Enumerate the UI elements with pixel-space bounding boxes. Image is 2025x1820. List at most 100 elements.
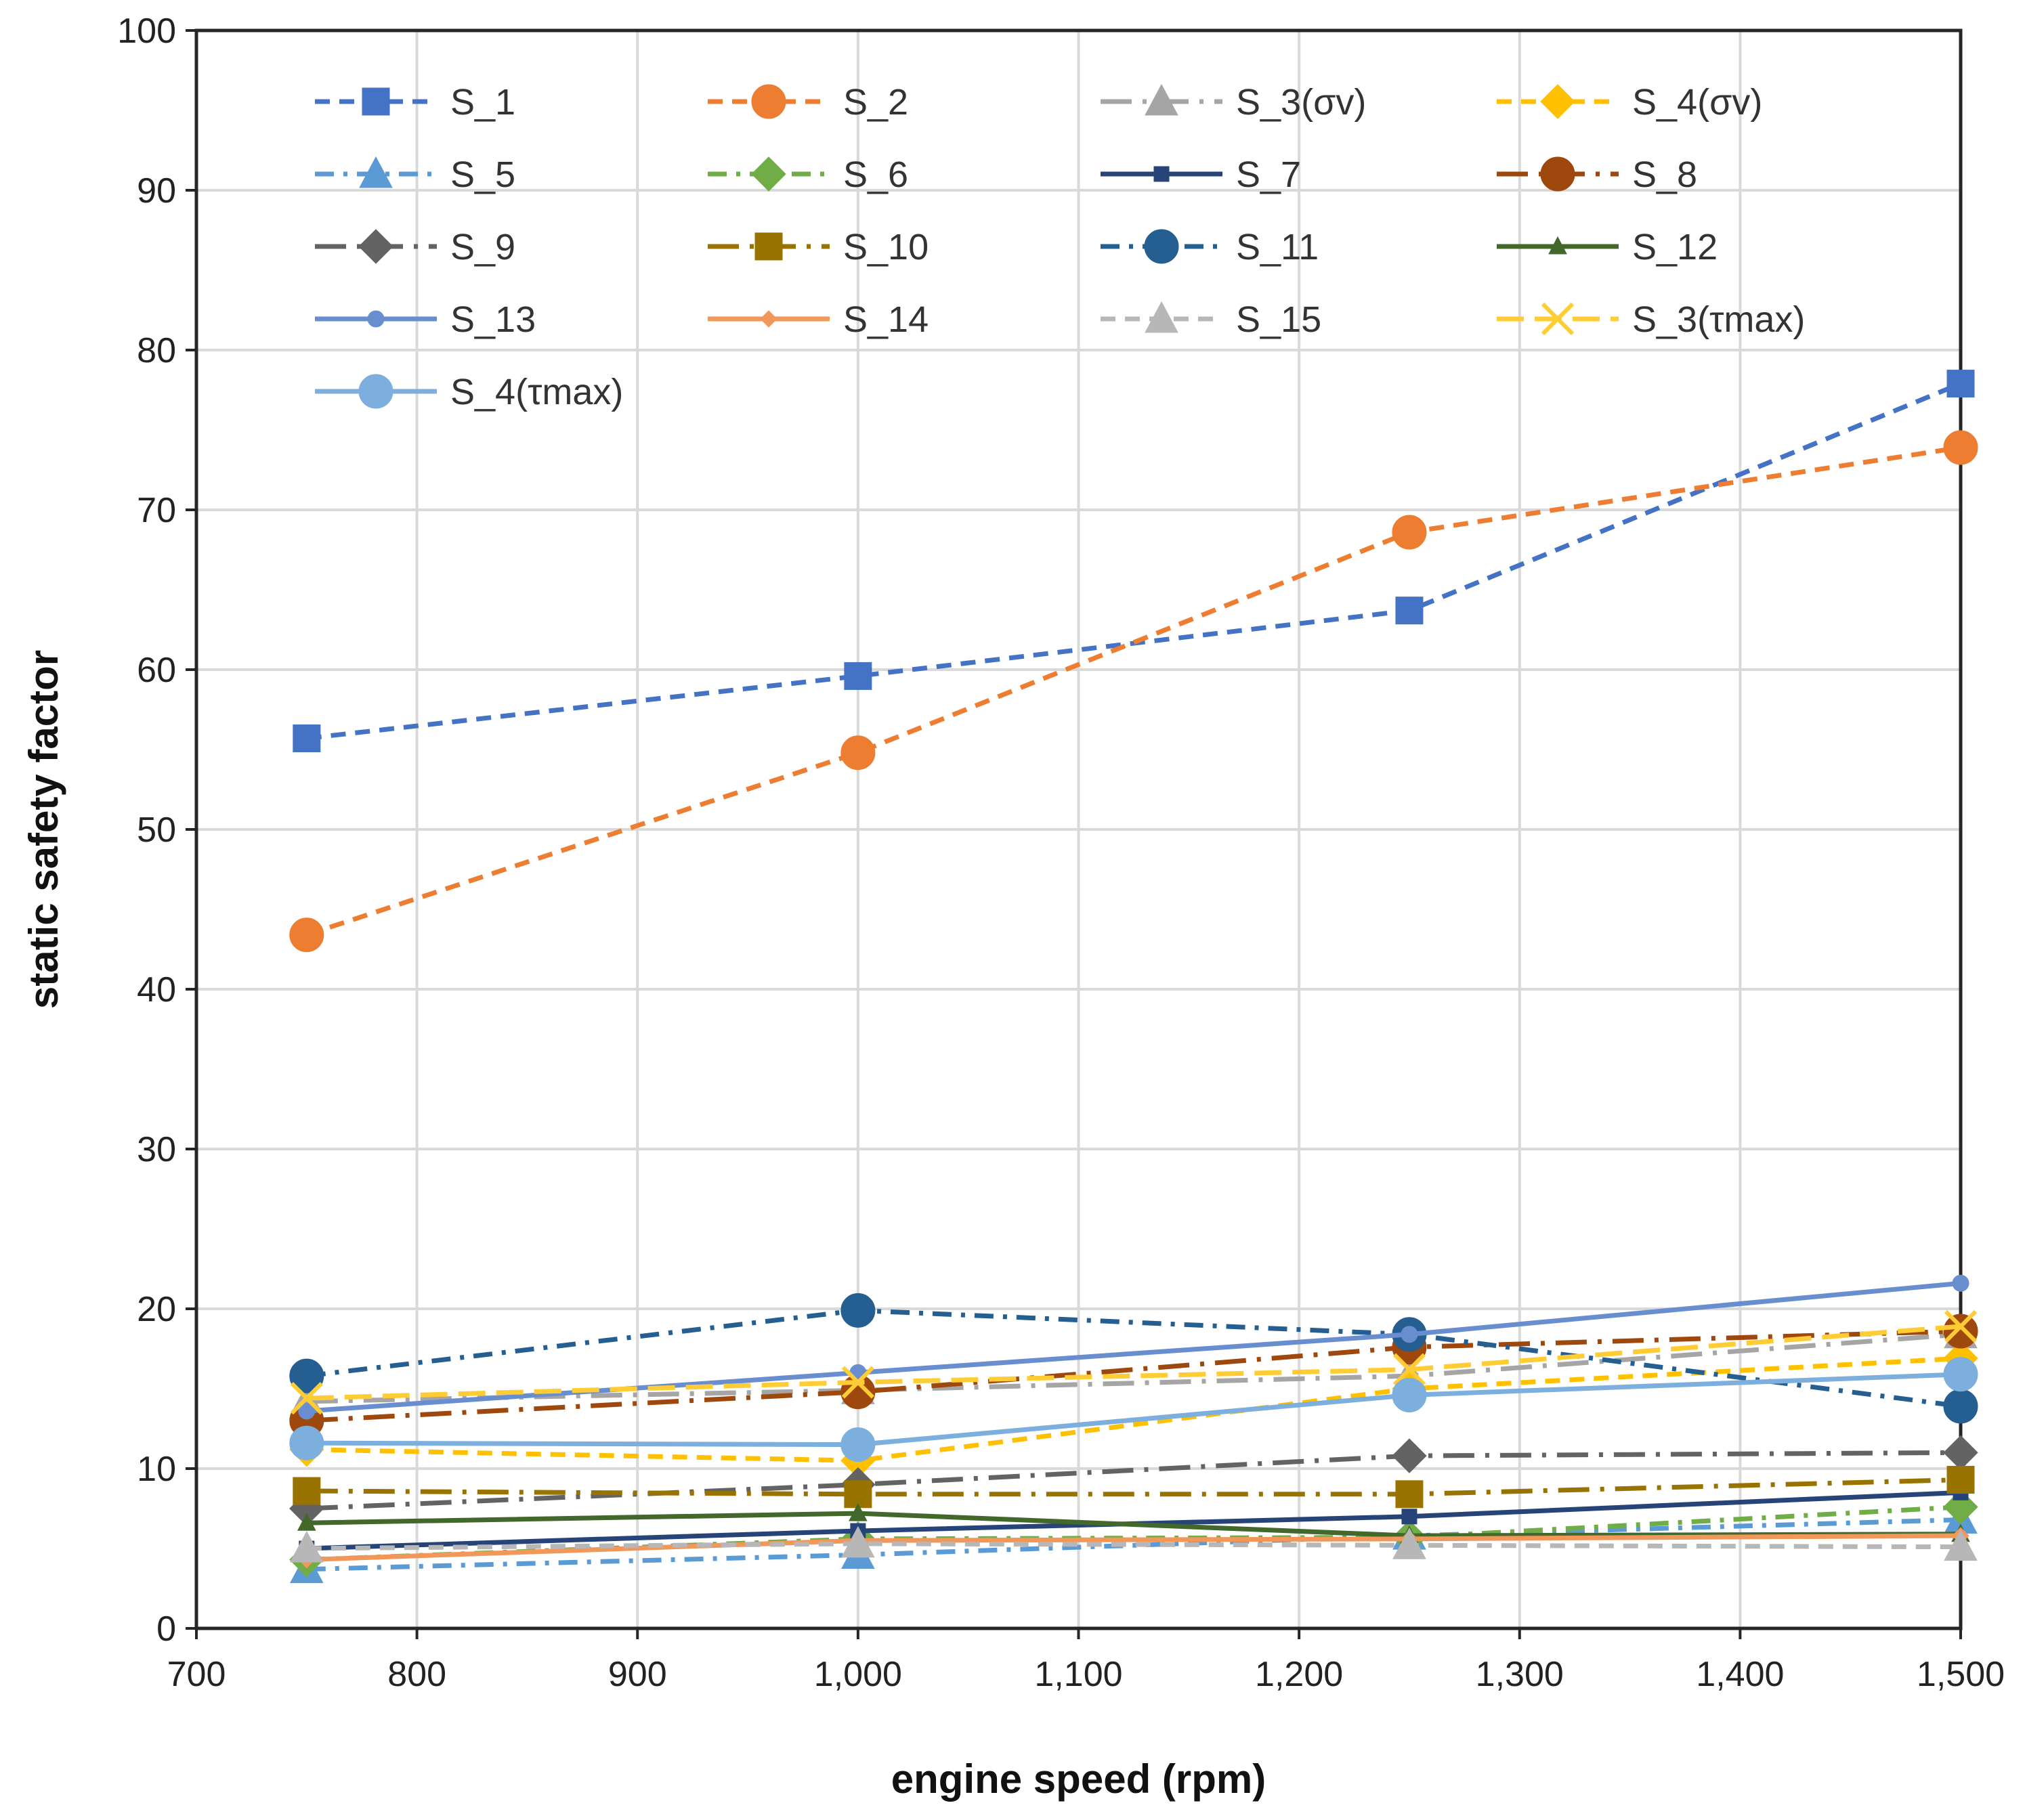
series-S_2	[289, 430, 1978, 953]
legend-marker	[1541, 302, 1575, 336]
legend-label: S_15	[1236, 299, 1321, 340]
legend-marker	[358, 229, 393, 264]
x-tick-label: 1,200	[1255, 1655, 1343, 1694]
legend-marker	[1540, 156, 1575, 192]
legend-label: S_4(σv)	[1632, 82, 1762, 123]
legend-label: S_12	[1632, 227, 1718, 267]
legend-marker	[359, 156, 393, 188]
data-point-S_13	[298, 1402, 316, 1420]
data-point-S_10	[1395, 1480, 1424, 1509]
plot-area-frame	[194, 28, 1963, 1630]
series-line-S_4(τmax)	[306, 1372, 1961, 1448]
data-point-S_4(τmax)	[1392, 1377, 1427, 1412]
data-point-S_2	[289, 917, 324, 953]
y-tick-label: 50	[137, 810, 176, 850]
series-S_15	[289, 1525, 1978, 1563]
legend-marker	[1540, 84, 1575, 119]
legend-marker	[1144, 229, 1179, 264]
legend-item: S_12	[1497, 227, 1718, 267]
series-S_3(τmax)	[290, 1309, 1978, 1415]
legend-item: S_13	[315, 299, 536, 340]
data-point-S_13	[1952, 1274, 1969, 1292]
data-point-S_11	[1943, 1389, 1978, 1424]
data-point-S_15	[1944, 1529, 1978, 1561]
data-point-S_3(τmax)	[1944, 1309, 1978, 1343]
legend-label: S_6	[843, 154, 908, 195]
legend-marker	[362, 87, 390, 116]
x-axis-tick-labels: 700 800 900 1,000 1,100 1,200 1,300 1,400 1,500	[167, 1655, 2005, 1694]
x-tick-label: 1,300	[1476, 1655, 1564, 1694]
legend-marker	[1153, 166, 1170, 182]
legend-item: S_7	[1101, 154, 1301, 195]
series-S_1	[293, 370, 1975, 752]
legend-marker	[1145, 83, 1178, 116]
x-tick-label: 700	[167, 1655, 226, 1694]
data-point-S_12	[297, 1513, 316, 1531]
data-point-S_2	[840, 735, 876, 771]
series-line-S_5	[306, 1517, 1961, 1572]
data-point-S_10	[1946, 1466, 1975, 1494]
y-tick-label: 10	[137, 1450, 176, 1489]
legend-item: S_1	[315, 82, 515, 123]
legend-marker	[1548, 236, 1567, 255]
y-axis-title: static safety factor	[21, 650, 66, 1009]
legend-item: S_5	[315, 154, 515, 195]
data-point-S_3(τmax)	[290, 1382, 323, 1415]
x-tick-label: 1,000	[814, 1655, 902, 1694]
data-point-S_4(τmax)	[840, 1427, 876, 1462]
legend-item: S_3(σv)	[1101, 82, 1366, 123]
data-point-S_13	[1401, 1326, 1418, 1343]
series-line-S_12	[306, 1511, 1961, 1538]
y-tick-label: 60	[137, 651, 176, 690]
legend-item: S_9	[315, 227, 515, 267]
x-tick-label: 800	[387, 1655, 446, 1694]
data-point-S_1	[293, 724, 321, 752]
series-line-S_15	[306, 1541, 1961, 1551]
legend-marker	[751, 84, 786, 119]
legend-label: S_11	[1236, 227, 1319, 267]
data-point-S_3(τmax)	[841, 1366, 875, 1399]
series-line-S_3(σv)	[306, 1332, 1961, 1404]
data-point-S_15	[289, 1530, 324, 1563]
data-point-S_9	[1392, 1438, 1427, 1473]
legend-label: S_2	[843, 82, 908, 123]
legend-label: S_3(τmax)	[1632, 299, 1805, 340]
x-tick-label: 1,500	[1917, 1655, 2005, 1694]
data-point-S_6	[1943, 1489, 1978, 1525]
data-point-S_11	[289, 1358, 324, 1393]
data-point-S_15	[1392, 1528, 1426, 1559]
legend-item: S_4(τmax)	[315, 372, 623, 412]
y-tick-label: 30	[137, 1130, 176, 1169]
legend-item: S_8	[1497, 154, 1697, 195]
legend-marker	[754, 232, 783, 261]
y-tick-label: 40	[137, 970, 176, 1010]
data-point-S_11	[840, 1293, 876, 1328]
legend-label: S_4(τmax)	[450, 372, 623, 412]
legend-marker	[358, 374, 393, 409]
legend-marker	[751, 156, 786, 192]
series-line-S_9	[306, 1450, 1961, 1511]
data-point-S_8	[1943, 1314, 1978, 1349]
legend-item: S_2	[708, 82, 908, 123]
legend-item: S_10	[708, 227, 929, 267]
legend-label: S_10	[843, 227, 929, 267]
series-line-S_10	[306, 1477, 1961, 1497]
y-axis-tick-labels: 0 10 20 30 40 50 60 70 80 90 100	[117, 12, 176, 1649]
x-axis-title: engine speed (rpm)	[891, 1756, 1266, 1802]
legend-item: S_6	[708, 154, 908, 195]
legend-marker	[1145, 301, 1178, 333]
legend-label: S_13	[450, 299, 536, 340]
data-point-S_2	[1392, 515, 1427, 550]
data-point-S_7	[1401, 1509, 1418, 1525]
y-tick-label: 90	[137, 171, 176, 211]
series-line-S_8	[306, 1328, 1961, 1423]
legend-marker	[367, 310, 385, 328]
y-tick-label: 80	[137, 331, 176, 370]
x-tick-label: 1,100	[1034, 1655, 1122, 1694]
x-tick-label: 900	[608, 1655, 667, 1694]
series-S_4(τmax)	[289, 1357, 1978, 1462]
data-point-S_4(τmax)	[289, 1425, 324, 1460]
legend-marker	[760, 310, 777, 328]
